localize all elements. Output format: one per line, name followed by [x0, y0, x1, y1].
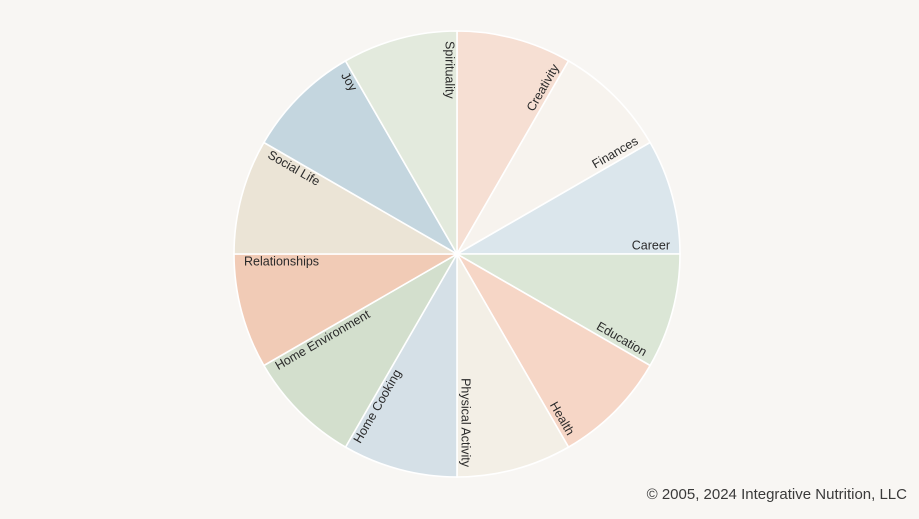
segment-physical-activity — [456, 251, 570, 478]
segment-creativity — [456, 30, 570, 257]
segment-spirituality — [344, 30, 458, 257]
segment-relationships — [233, 253, 460, 367]
segment-home-cooking — [344, 251, 458, 478]
label-spirituality: Spirituality — [443, 41, 457, 99]
wheel-slices — [233, 30, 681, 478]
segment-finances — [454, 59, 652, 257]
segment-joy — [262, 59, 460, 257]
segment-career — [454, 141, 681, 255]
segment-education — [454, 253, 681, 367]
segment-home-environment — [262, 251, 460, 449]
segment-social-life — [233, 141, 460, 255]
label-physical-activity: Physical Activity — [459, 378, 473, 468]
label-relationships: Relationships — [244, 254, 319, 268]
segment-health — [454, 251, 652, 449]
label-career: Career — [632, 238, 670, 252]
copyright-notice: © 2005, 2024 Integrative Nutrition, LLC — [646, 486, 907, 503]
